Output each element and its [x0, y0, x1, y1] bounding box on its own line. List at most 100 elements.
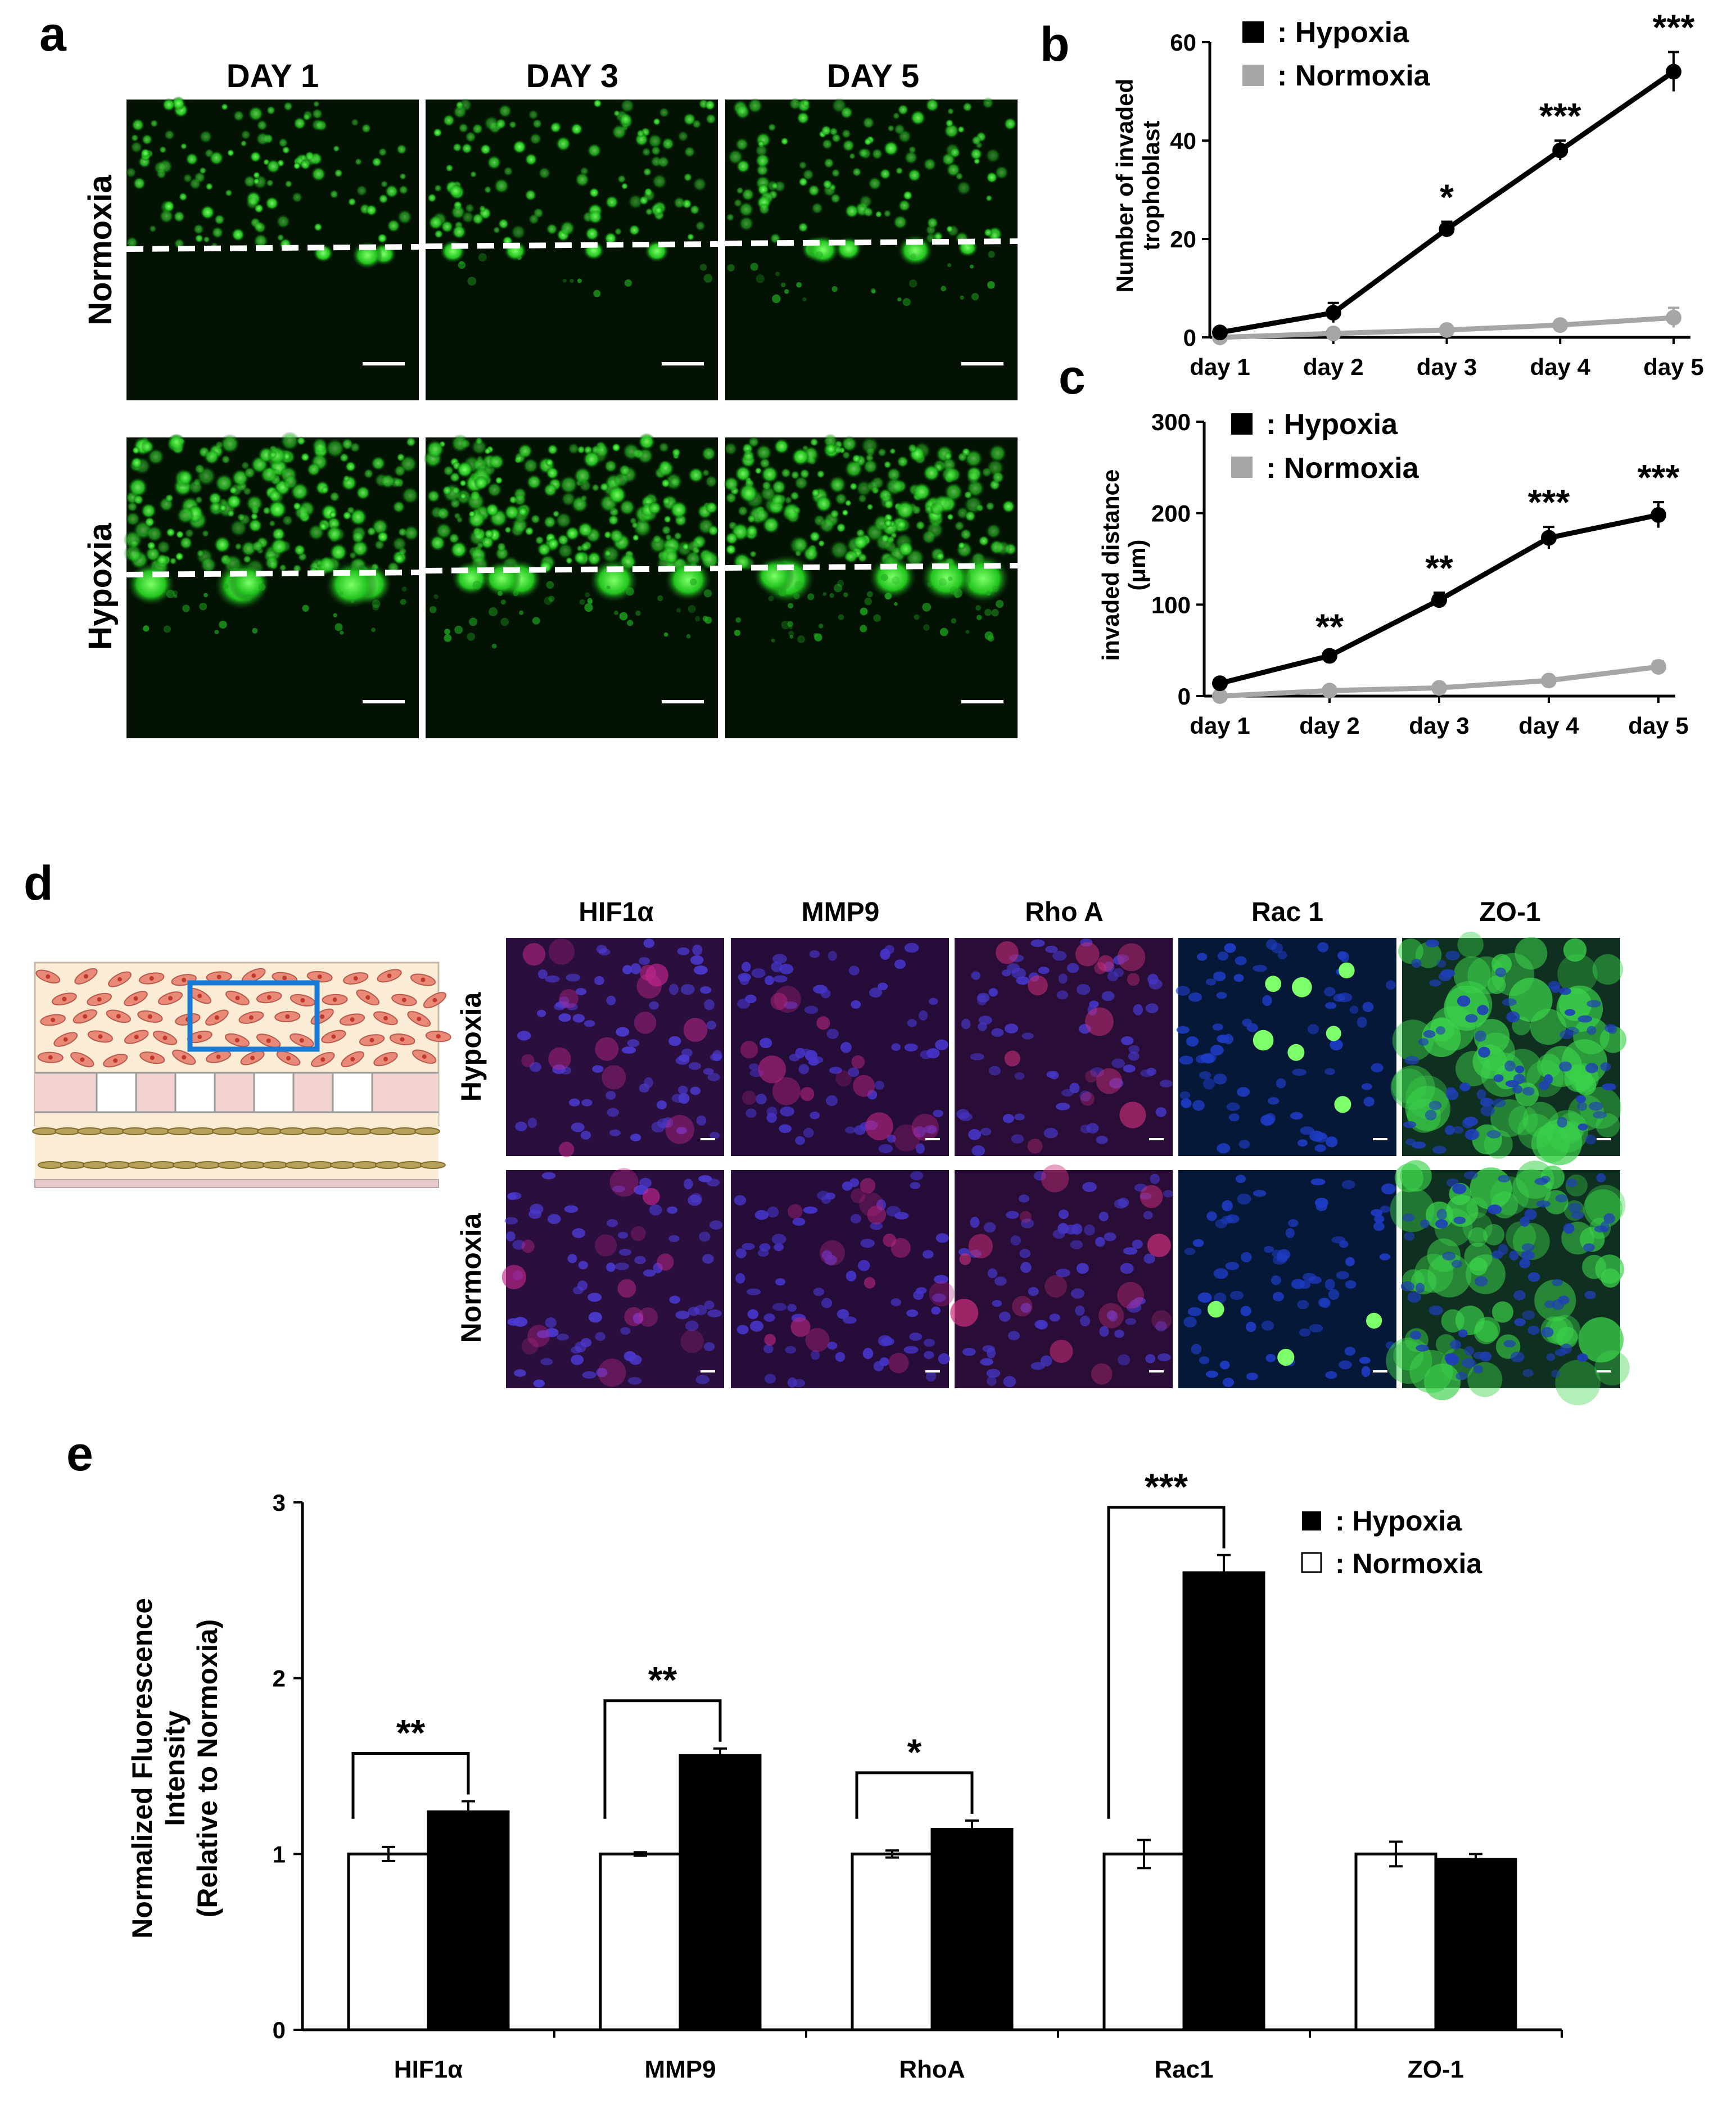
endothelial-cell	[218, 1161, 243, 1169]
schematic-gap	[332, 1072, 373, 1113]
endothelial-cell	[352, 1161, 378, 1169]
scale-bar	[1597, 1138, 1611, 1140]
scale-bar	[363, 362, 405, 365]
device-schematic	[32, 961, 451, 1188]
scale-bar	[1373, 1138, 1387, 1140]
chart-b-point	[1325, 305, 1341, 321]
scale-bar	[1149, 1138, 1164, 1140]
chart-c-ytick-label: 200	[1151, 500, 1191, 527]
chart-e-significance-bracket	[603, 1699, 722, 1819]
chart-b-point	[1666, 64, 1681, 80]
rac1-bright-cell	[1339, 962, 1355, 979]
endothelial-cell	[279, 1127, 305, 1135]
chart-c-point	[1212, 675, 1228, 692]
micrograph-normoxia-day-1	[125, 96, 419, 400]
rac1-bright-cell	[1292, 977, 1312, 997]
chart-e-ylabel-line2: Intensity	[159, 1710, 191, 1826]
chart-b-point	[1212, 324, 1228, 341]
d-col-mmp9: MMP9	[802, 897, 880, 927]
endothelial-cell	[189, 1127, 215, 1135]
micrograph-normoxia-day-3	[425, 98, 718, 400]
chart-c-ylabel-line1: invaded distance	[1097, 469, 1124, 661]
schematic-gap	[174, 1072, 216, 1113]
chart-c-invaded-distance: invaded distance (μm) 0 100 200 300 day 1 day…	[1097, 408, 1689, 739]
chart-b-ylabel-line2: trophoblast	[1138, 120, 1164, 250]
chart-e-bar-hypoxia	[679, 1754, 762, 2031]
chart-b-xtick-label: day 2	[1303, 354, 1363, 380]
rac1-bright-cell	[1277, 1348, 1295, 1366]
panel-a-micrographs: DAY 1 DAY 3 DAY 5 Normoxia Hypoxia	[82, 58, 1018, 738]
chart-e-ylabel-line1: Normalized Fluorescence	[126, 1598, 158, 1939]
d-row-hypoxia: Hypoxia	[455, 992, 487, 1102]
endothelial-cell	[347, 1127, 373, 1135]
d-col-rac1: Rac 1	[1251, 897, 1323, 927]
endothelial-cell	[414, 1127, 440, 1135]
chart-e-significance: ***	[1145, 1466, 1188, 1507]
chart-e-fluorescence-bars: Normalized Fluorescence Intensity (Relat…	[126, 1466, 1563, 2083]
endothelial-cell	[257, 1127, 283, 1135]
scale-bar	[925, 1370, 940, 1372]
chart-c-point	[1431, 680, 1447, 696]
chart-e-significance: **	[648, 1659, 677, 1701]
chart-e-bar-hypoxia	[1182, 1571, 1265, 2031]
chart-e-bar-hypoxia	[1434, 1858, 1517, 2031]
if-image-hypoxia-rac-1	[1176, 938, 1396, 1156]
chart-e-significance-bracket	[351, 1752, 470, 1819]
row-label-normoxia: Normoxia	[82, 175, 119, 326]
endothelial-cell	[234, 1127, 260, 1135]
chart-b-invaded-cells: Number of invaded trophoblast 0 20 40 60 day…	[1111, 7, 1704, 381]
chart-c-legend-swatch-normoxia	[1231, 457, 1253, 478]
chart-e-significance-bracket	[1107, 1506, 1226, 1819]
endothelial-cell	[330, 1161, 356, 1169]
d-col-hif1a: HIF1α	[578, 897, 654, 927]
chart-c-ytick-label: 300	[1151, 409, 1191, 435]
chart-e-significance-bracket	[855, 1771, 974, 1819]
chart-c-point	[1541, 672, 1557, 689]
endothelial-cell	[144, 1127, 170, 1135]
scale-bar	[1149, 1370, 1164, 1372]
chart-e-legend-swatch-hypoxia	[1302, 1511, 1321, 1530]
scale-bar	[1373, 1370, 1387, 1372]
micrograph-hypoxia-day-1	[123, 431, 419, 738]
chart-e-category-label: Rac1	[1154, 2056, 1213, 2083]
boundary-dashed-line	[126, 570, 419, 577]
chart-e-significance: *	[907, 1731, 922, 1773]
panel-label-a: a	[39, 7, 67, 61]
chart-e-bar-normoxia	[599, 1852, 682, 2031]
rac1-bright-cell	[1326, 1026, 1341, 1041]
if-image-hypoxia-mmp9	[731, 938, 949, 1156]
endothelial-cell	[128, 1161, 153, 1169]
chart-c-xtick-label: day 4	[1518, 712, 1579, 739]
chart-e-ytick-label: 2	[273, 1665, 286, 1692]
chart-c-xtick-label: day 1	[1190, 712, 1250, 739]
endothelial-cell	[324, 1127, 350, 1135]
chart-c-point	[1322, 648, 1337, 664]
chart-c-ytick-label: 0	[1178, 683, 1191, 710]
row-label-hypoxia: Hypoxia	[82, 522, 119, 649]
if-image-hypoxia-zo-1	[1390, 931, 1627, 1166]
chart-e-bar-normoxia	[851, 1852, 934, 2031]
col-label-day5: DAY 5	[827, 58, 919, 94]
rac1-bright-cell	[1287, 1044, 1305, 1061]
chart-c-significance: ***	[1528, 482, 1570, 522]
endothelial-cell	[32, 1127, 58, 1135]
rac1-bright-cell	[1366, 1312, 1382, 1329]
panel-d-immunofluorescence: HIF1α MMP9 Rho A Rac 1 ZO-1 Hypoxia Norm…	[455, 897, 1630, 1406]
endothelial-cell	[100, 1127, 125, 1135]
chart-b-point	[1439, 221, 1455, 237]
chart-b-point	[1439, 322, 1455, 338]
chart-e-category-label: MMP9	[644, 2056, 716, 2083]
endothelial-cell	[302, 1127, 328, 1135]
chart-e-ytick-label: 0	[273, 2017, 286, 2043]
scale-bar	[925, 1138, 940, 1140]
if-image-normoxia-mmp9	[731, 1170, 955, 1388]
endothelial-cell	[173, 1161, 198, 1169]
scale-bar	[662, 700, 704, 703]
endothelial-cell	[375, 1161, 401, 1169]
chart-c-point	[1651, 658, 1666, 675]
d-col-zo1: ZO-1	[1479, 897, 1540, 927]
chart-c-point	[1322, 683, 1337, 699]
chart-c-ylabel-line2: (μm)	[1124, 539, 1150, 590]
chart-b-point	[1325, 326, 1341, 341]
rac1-bright-cell	[1253, 1030, 1274, 1051]
